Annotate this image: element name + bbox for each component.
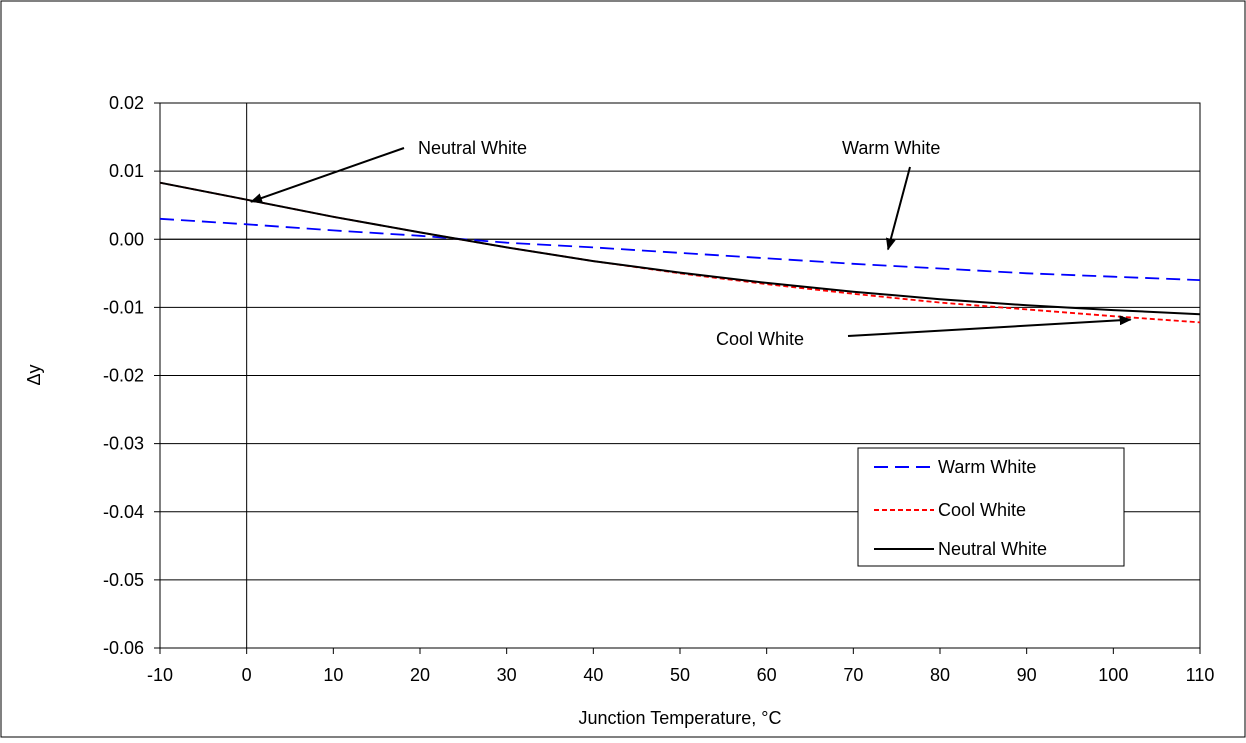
annotation-label: Neutral White bbox=[418, 138, 527, 158]
y-tick-label: -0.05 bbox=[103, 570, 144, 590]
legend: Warm White Cool White Neutral White bbox=[857, 447, 1125, 567]
x-tick-label: 50 bbox=[670, 665, 690, 685]
annotation-arrow bbox=[886, 166, 911, 251]
x-tick-label: 100 bbox=[1098, 665, 1128, 685]
series-line-warm-white bbox=[159, 217, 1201, 281]
x-tick-label: 90 bbox=[1017, 665, 1037, 685]
x-tick-label: -10 bbox=[147, 665, 173, 685]
legend-label: Cool White bbox=[938, 500, 1026, 520]
y-tick-label: 0.00 bbox=[109, 229, 144, 249]
y-tick-label: 0.01 bbox=[109, 161, 144, 181]
x-tick-label: 20 bbox=[410, 665, 430, 685]
annotations: Neutral White Warm White Cool White bbox=[250, 138, 1132, 349]
x-tick-label: 40 bbox=[583, 665, 603, 685]
annotation-label: Cool White bbox=[716, 329, 804, 349]
axes: 0.02 0.01 0.00 -0.01 -0.02 -0.03 -0.04 -0.05 -0.… bbox=[103, 93, 1214, 685]
annotation-arrow bbox=[250, 147, 405, 203]
x-tick-label: 0 bbox=[242, 665, 252, 685]
x-tick-label: 30 bbox=[497, 665, 517, 685]
annotation-arrow bbox=[847, 315, 1132, 337]
legend-label: Warm White bbox=[938, 457, 1036, 477]
y-tick-label: -0.03 bbox=[103, 434, 144, 454]
series-line-neutral-white bbox=[159, 181, 1201, 316]
annotation-label: Warm White bbox=[842, 138, 940, 158]
x-tick-label: 70 bbox=[843, 665, 863, 685]
y-tick-label: 0.02 bbox=[109, 93, 144, 113]
x-tick-label: 60 bbox=[757, 665, 777, 685]
y-axis-label: Δy bbox=[24, 364, 44, 385]
y-tick-label: -0.01 bbox=[103, 297, 144, 317]
y-tick-label: -0.04 bbox=[103, 502, 144, 522]
series-lines bbox=[159, 181, 1201, 324]
y-tick-label: -0.02 bbox=[103, 366, 144, 386]
legend-label: Neutral White bbox=[938, 539, 1047, 559]
x-tick-label: 80 bbox=[930, 665, 950, 685]
x-axis-label: Junction Temperature, °C bbox=[579, 708, 782, 728]
y-tick-label: -0.06 bbox=[103, 638, 144, 658]
x-tick-label: 110 bbox=[1186, 665, 1215, 685]
x-tick-label: 10 bbox=[323, 665, 343, 685]
